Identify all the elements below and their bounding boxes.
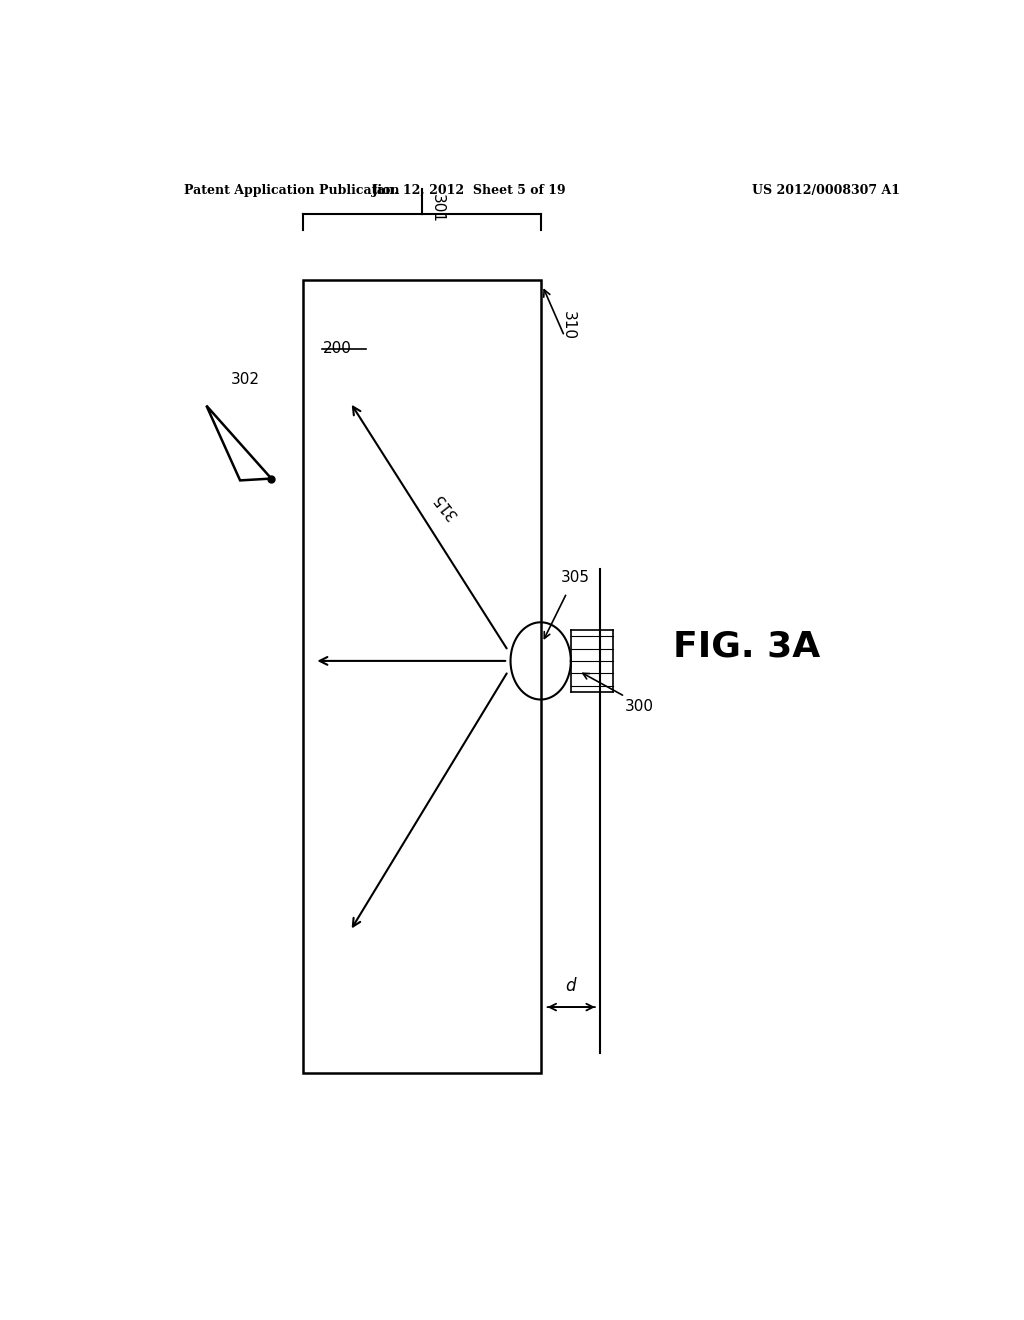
Text: 315: 315 [430,490,460,521]
Text: 301: 301 [430,194,444,223]
Text: 310: 310 [560,312,575,339]
Text: 200: 200 [323,342,351,356]
Text: 305: 305 [560,570,590,585]
Text: d: d [565,977,575,995]
Text: Patent Application Publication: Patent Application Publication [183,185,399,198]
Bar [303,280,541,1073]
Text: US 2012/0008307 A1: US 2012/0008307 A1 [753,185,900,198]
Text: 302: 302 [231,372,260,387]
Text: 300: 300 [625,700,654,714]
Text: Jan. 12, 2012  Sheet 5 of 19: Jan. 12, 2012 Sheet 5 of 19 [372,185,566,198]
Text: FIG. 3A: FIG. 3A [674,630,820,663]
